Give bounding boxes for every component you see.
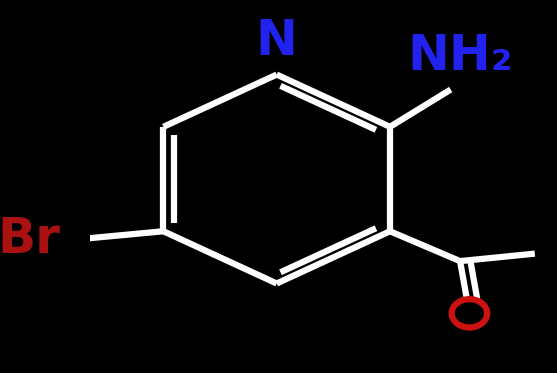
Text: N: N xyxy=(256,17,297,65)
Text: Br: Br xyxy=(0,215,61,263)
Text: NH₂: NH₂ xyxy=(407,32,513,80)
